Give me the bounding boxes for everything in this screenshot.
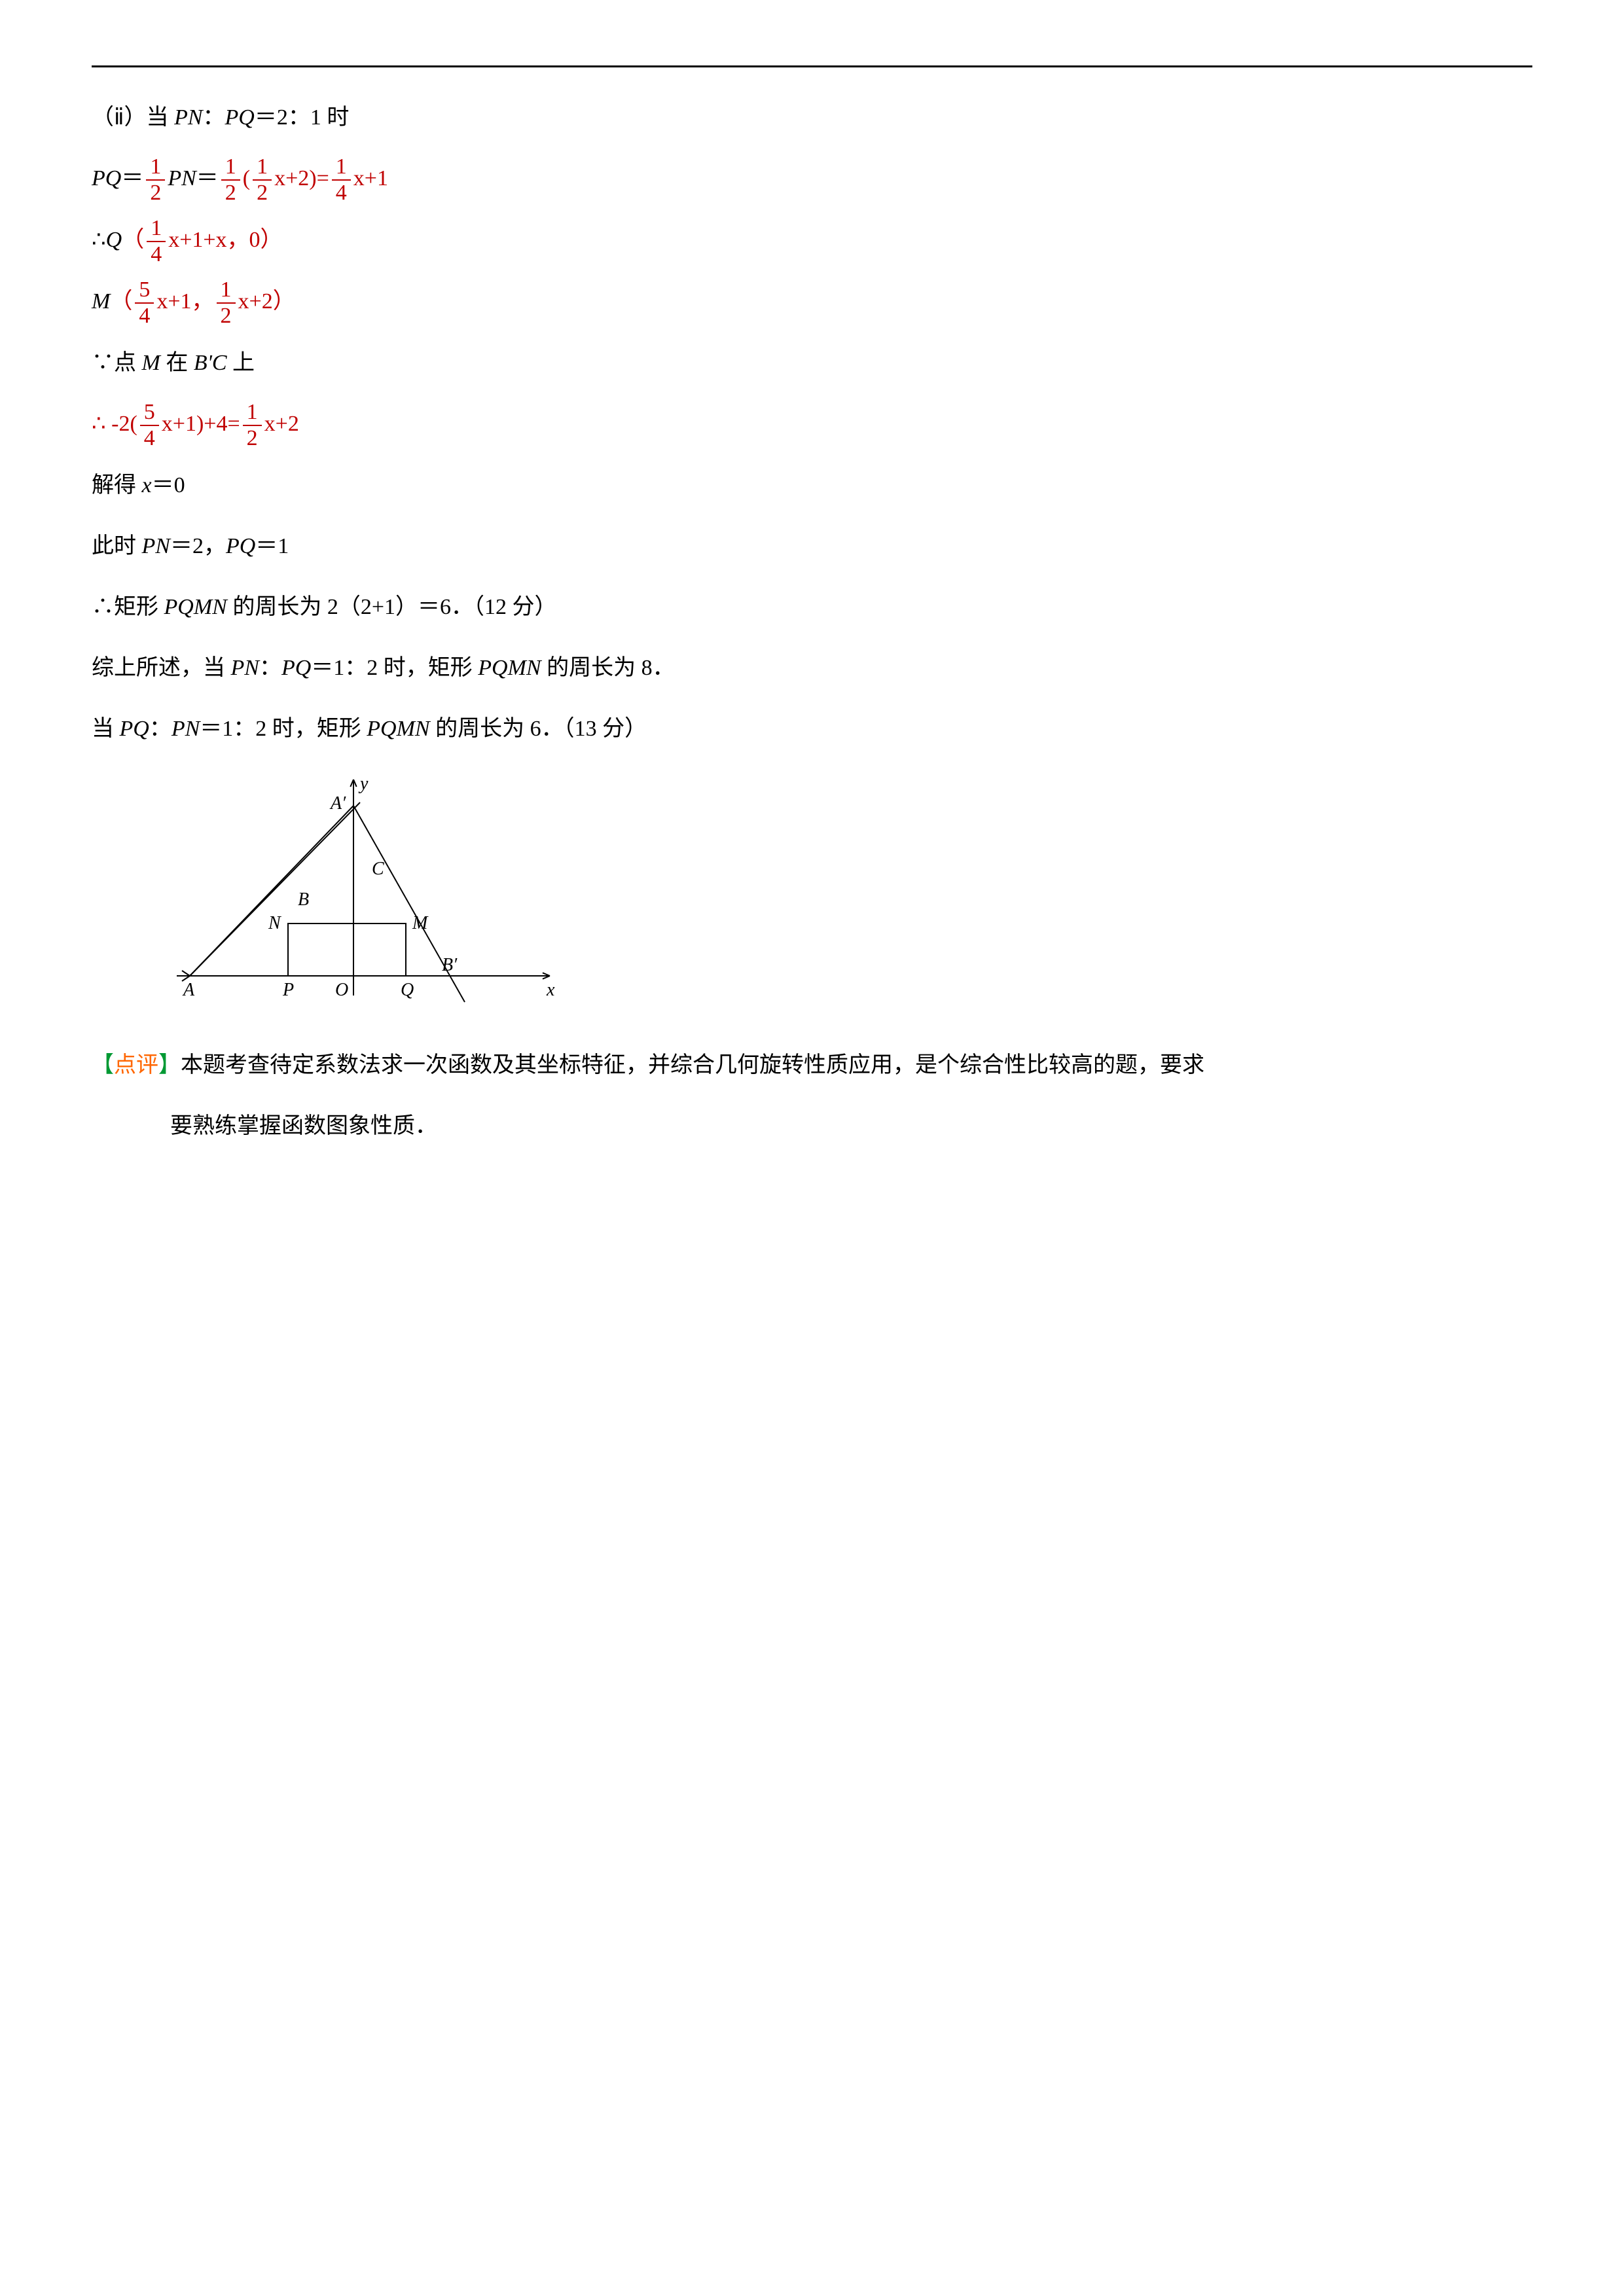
review-word: 点评 [114, 1053, 158, 1077]
l3-open: （ [122, 228, 144, 252]
frac-1-2e: 12 [243, 401, 262, 450]
l8-pre: 此时 [92, 534, 142, 558]
l5-suf: 上 [227, 351, 255, 375]
review-open: 【 [92, 1053, 114, 1077]
svg-text:y: y [358, 774, 369, 794]
line-4: M（54x+1，12x+2） [92, 278, 1532, 327]
l10-pre: 综上所述，当 [92, 656, 231, 680]
line-11: 当 PQ：PN＝1：2 时，矩形 PQMN 的周长为 6．（13 分） [92, 705, 1532, 754]
l10-mid1: ： [259, 656, 281, 680]
l8-pq: PQ [226, 534, 255, 558]
l4-M: M [92, 289, 110, 314]
l5-M: M [142, 351, 160, 375]
line-9: ∴矩形 PQMN 的周长为 2（2+1）＝6．（12 分） [92, 583, 1532, 632]
l1-pn: PN [174, 105, 202, 130]
l10-pq: PQ [281, 656, 311, 680]
l11-suf: 的周长为 6．（13 分） [430, 717, 647, 741]
frac-1-2d: 12 [217, 279, 236, 327]
geometry-figure: y x A A′ B C M N O P Q B′ [170, 766, 576, 1028]
l6-pre: ∴ -2( [92, 412, 137, 436]
l11-mid2: ＝1：2 时，矩形 [200, 717, 367, 741]
l5-pre: ∵点 [92, 351, 142, 375]
line-2: PQ＝12PN＝12(12x+2)=14x+1 [92, 154, 1532, 204]
l4-mid2: x+2） [238, 289, 295, 314]
l9-pqmn: PQMN [164, 595, 227, 619]
l11-pqmn: PQMN [367, 717, 429, 741]
l3-pre: ∴ [92, 228, 106, 252]
line-7: 解得 x＝0 [92, 461, 1532, 511]
frac-1-2: 12 [146, 156, 165, 204]
l8-pn: PN [142, 534, 170, 558]
l8-mid1: ＝2， [170, 534, 226, 558]
svg-text:C: C [372, 859, 384, 879]
l11-pn: PN [171, 717, 200, 741]
line-1: （ⅱ）当 PN：PQ＝2：1 时 [92, 94, 1532, 143]
l10-pn: PN [231, 656, 259, 680]
line-10: 综上所述，当 PN：PQ＝1：2 时，矩形 PQMN 的周长为 8． [92, 644, 1532, 693]
l2-pn: PN [168, 166, 196, 190]
svg-text:M: M [412, 913, 429, 933]
line-8: 此时 PN＝2，PQ＝1 [92, 522, 1532, 571]
frac-5-4: 54 [135, 279, 154, 327]
r1-tail: x+1 [353, 166, 388, 190]
svg-text:Q: Q [401, 980, 414, 1000]
svg-text:P: P [282, 980, 294, 1000]
l1-mid2: ＝2：1 时 [255, 105, 350, 130]
review-text: 本题考查待定系数法求一次函数及其坐标特征，并综合几何旋转性质应用，是个综合性比较… [181, 1053, 1204, 1077]
r1-body: x+2)= [274, 166, 329, 190]
l10-pqmn: PQMN [478, 656, 541, 680]
r1-open: ( [243, 166, 250, 190]
l9-suf: 的周长为 2（2+1）＝6．（12 分） [227, 595, 557, 619]
frac-5-4b: 54 [140, 401, 159, 450]
line-3: ∴Q（14x+1+x，0） [92, 216, 1532, 266]
svg-text:B′: B′ [442, 955, 458, 975]
svg-text:O: O [335, 980, 348, 1000]
l5-BpC: B'C [194, 351, 227, 375]
l6-mid2: x+2 [264, 412, 299, 436]
l7-suf: ＝0 [152, 473, 185, 497]
svg-text:N: N [268, 913, 281, 933]
frac-1-4b: 14 [147, 217, 166, 266]
svg-text:A: A [182, 980, 195, 1000]
l3-tail: x+1+x，0） [168, 228, 282, 252]
l3-Q: Q [106, 228, 122, 252]
l7-pre: 解得 [92, 473, 142, 497]
l2-eq1: ＝ [121, 166, 143, 190]
l1-mid1: ： [203, 105, 225, 130]
l8-mid2: ＝1 [255, 534, 289, 558]
review-text2: 要熟练掌握函数图象性质． [170, 1114, 437, 1138]
svg-text:B: B [298, 889, 309, 910]
svg-text:x: x [546, 980, 555, 1000]
svg-text:A′: A′ [329, 793, 346, 814]
page: （ⅱ）当 PN：PQ＝2：1 时 PQ＝12PN＝12(12x+2)=14x+1… [0, 0, 1624, 2296]
l4-open: （ [110, 289, 132, 314]
l4-mid1: x+1， [156, 289, 213, 314]
l9-pre: ∴矩形 [92, 595, 164, 619]
review-close: 】 [158, 1053, 181, 1077]
l6-mid1: x+1)+4= [162, 412, 240, 436]
review-line-1: 【点评】本题考查待定系数法求一次函数及其坐标特征，并综合几何旋转性质应用，是个综… [92, 1041, 1532, 1090]
frac-1-4: 14 [332, 156, 351, 204]
l10-mid2: ＝1：2 时，矩形 [311, 656, 478, 680]
l11-mid1: ： [149, 717, 171, 741]
l1-pq: PQ [225, 105, 255, 130]
line-6: ∴ -2(54x+1)+4=12x+2 [92, 400, 1532, 450]
l7-x: x [142, 473, 152, 497]
l2-eq2: ＝ [196, 166, 219, 190]
line-5: ∵点 M 在 B'C 上 [92, 339, 1532, 388]
top-rule [92, 65, 1532, 67]
l11-pre: 当 [92, 717, 120, 741]
frac-1-2b: 12 [221, 156, 240, 204]
review-line-2: 要熟练掌握函数图象性质． [92, 1102, 1532, 1151]
frac-1-2c: 12 [253, 156, 272, 204]
l5-mid: 在 [160, 351, 194, 375]
l1-pre: （ⅱ）当 [92, 105, 174, 130]
l11-pq: PQ [120, 717, 149, 741]
l2-pq: PQ [92, 166, 121, 190]
l10-suf: 的周长为 8． [541, 656, 675, 680]
